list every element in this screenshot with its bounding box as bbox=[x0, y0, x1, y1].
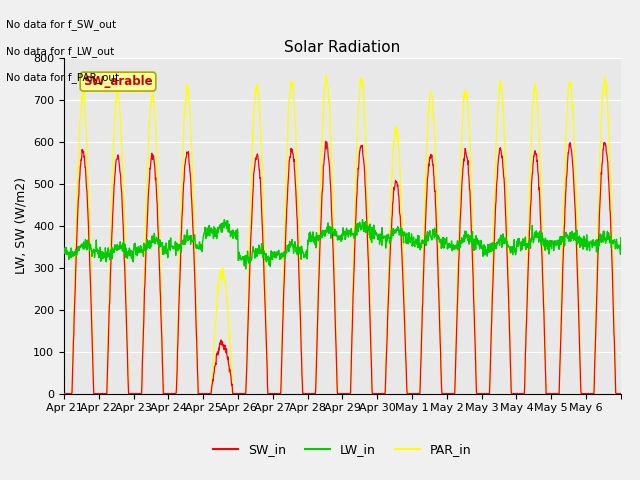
Text: SW_arable: SW_arable bbox=[83, 75, 153, 88]
Text: No data for f_SW_out: No data for f_SW_out bbox=[6, 19, 116, 30]
Title: Solar Radiation: Solar Radiation bbox=[284, 40, 401, 55]
Text: No data for f_PAR_out: No data for f_PAR_out bbox=[6, 72, 120, 83]
Legend: SW_in, LW_in, PAR_in: SW_in, LW_in, PAR_in bbox=[209, 438, 476, 461]
Text: No data for f_LW_out: No data for f_LW_out bbox=[6, 46, 115, 57]
Y-axis label: LW, SW (W/m2): LW, SW (W/m2) bbox=[15, 177, 28, 274]
